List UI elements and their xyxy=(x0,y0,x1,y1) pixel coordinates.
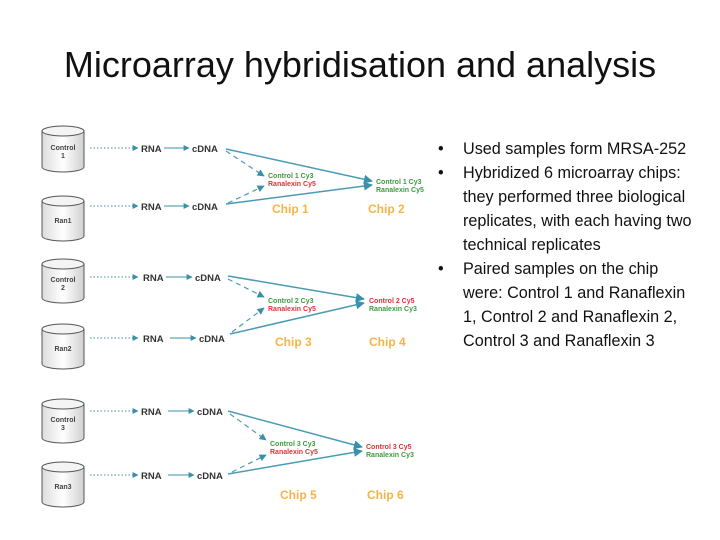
sample-cylinder: Control 1 xyxy=(41,125,85,173)
chip-arrow-dashed xyxy=(227,185,265,204)
bullet-item: • Used samples form MRSA-252 xyxy=(436,137,698,161)
bullet-item: • Hybridized 6 microarray chips: they pe… xyxy=(436,161,698,257)
sample-label: Ran3 xyxy=(54,484,71,491)
chip-left-control-label: Control 3 Cy3 xyxy=(270,441,316,448)
chip-arrow xyxy=(227,410,363,450)
chip-arrow xyxy=(227,447,363,475)
cdna-label: cDNA xyxy=(199,334,225,345)
sample-number: 3 xyxy=(61,425,65,432)
sample-number: 1 xyxy=(61,153,65,160)
chip-label: Chip 3 xyxy=(275,335,312,349)
sample-cylinder: Control 2 xyxy=(41,258,85,304)
bullet-text: Hybridized 6 microarray chips: they perf… xyxy=(463,164,692,254)
chip-label: Chip 6 xyxy=(367,488,404,502)
chip-left-control-label: Control 2 Cy3 xyxy=(268,298,314,305)
chip-label: Chip 2 xyxy=(368,202,405,216)
chip-left-ranalexin-label: Ranalexin Cy5 xyxy=(270,449,318,456)
bullet-text: Used samples form MRSA-252 xyxy=(463,140,687,158)
chip-arrow-dashed xyxy=(229,413,267,441)
cdna-label: cDNA xyxy=(197,471,223,482)
chip-left-ranalexin-label: Ranalexin Cy5 xyxy=(268,306,316,313)
bullet-text: Paired samples on the chip were: Control… xyxy=(463,260,686,350)
chip-label: Chip 4 xyxy=(369,335,406,349)
chip-right-control-label: Control 2 Cy5 xyxy=(369,298,415,305)
chip-right-ranalexin-label: Ranalexin Cy3 xyxy=(369,306,417,313)
sample-number: 2 xyxy=(61,285,65,292)
group-3: Control 3 Ran3 RNA cDNA RNA cDNA Control… xyxy=(41,398,414,508)
cdna-label: cDNA xyxy=(192,202,218,213)
chip-right-control-label: Control 1 Cy3 xyxy=(376,179,422,186)
chip-arrow xyxy=(225,181,373,205)
chip-arrow xyxy=(229,300,365,335)
cdna-label: cDNA xyxy=(197,407,223,418)
chip-arrow xyxy=(227,275,365,303)
rna-label: RNA xyxy=(141,144,162,155)
bullet-glyph: • xyxy=(438,260,444,278)
rna-label: RNA xyxy=(143,334,164,345)
sample-label: Ran2 xyxy=(54,346,71,353)
sample-cylinder: Ran1 xyxy=(41,195,85,242)
chip-arrow-dashed xyxy=(227,278,265,298)
sample-label: Control xyxy=(51,417,76,424)
chip-left-ranalexin-label: Ranalexin Cy5 xyxy=(268,181,316,188)
slide-title: Microarray hybridisation and analysis xyxy=(63,44,657,85)
group-1: Control 1 Ran1 RNA cDNA RNA cDNA Control… xyxy=(41,125,424,242)
rna-label: RNA xyxy=(143,273,164,284)
chip-arrow-dashed xyxy=(231,454,267,473)
chip-right-ranalexin-label: Ranalexin Cy5 xyxy=(376,187,424,194)
sample-cylinder: Ran3 xyxy=(41,461,85,508)
sample-cylinder: Control 3 xyxy=(41,398,85,444)
bullet-glyph: • xyxy=(438,140,444,158)
cdna-label: cDNA xyxy=(192,144,218,155)
chip-right-ranalexin-label: Ranalexin Cy3 xyxy=(366,452,414,459)
sample-label: Control xyxy=(51,277,76,284)
chip-arrow xyxy=(225,148,373,184)
chip-left-control-label: Control 1 Cy3 xyxy=(268,173,314,180)
cdna-label: cDNA xyxy=(195,273,221,284)
chip-arrow-dashed xyxy=(225,150,265,177)
chip-arrow-dashed xyxy=(231,307,265,333)
sample-cylinder: Ran2 xyxy=(41,323,85,370)
rna-label: RNA xyxy=(141,407,162,418)
bullet-glyph: • xyxy=(438,164,444,182)
sample-label: Control xyxy=(51,145,76,152)
bullet-item: • Paired samples on the chip were: Contr… xyxy=(436,257,698,353)
rna-label: RNA xyxy=(141,202,162,213)
rna-label: RNA xyxy=(141,471,162,482)
chip-label: Chip 5 xyxy=(280,488,317,502)
sample-label: Ran1 xyxy=(54,218,71,225)
chip-label: Chip 1 xyxy=(272,202,309,216)
group-2: Control 2 Ran2 RNA cDNA RNA cDNA Control… xyxy=(41,258,417,370)
bullet-list: • Used samples form MRSA-252 • Hybridize… xyxy=(436,137,698,353)
chip-right-control-label: Control 3 Cy5 xyxy=(366,444,412,451)
